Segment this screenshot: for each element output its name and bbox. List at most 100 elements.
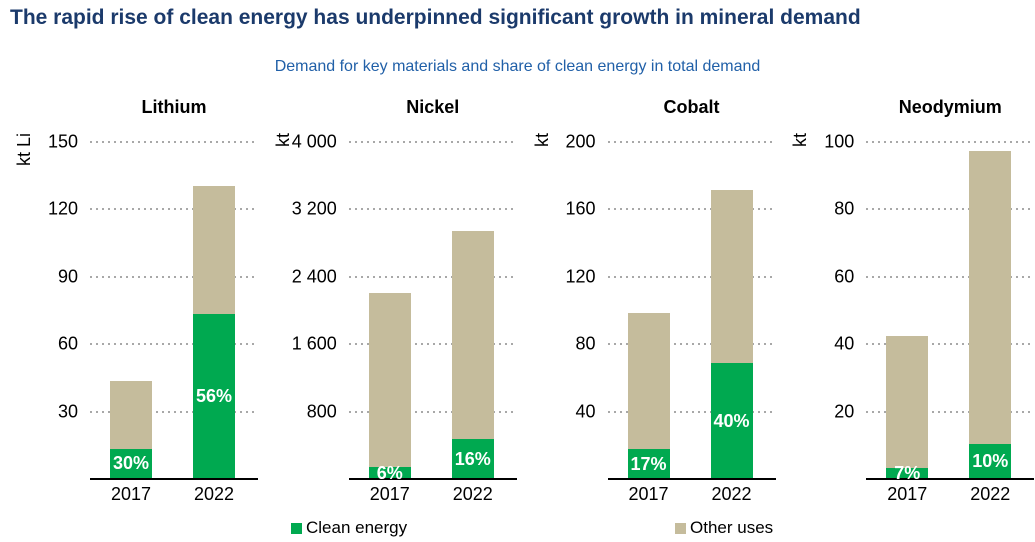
- y-axis-tick-label: 90: [57, 266, 78, 287]
- y-axis-tick-label: 40: [834, 333, 855, 354]
- plot-area: 30% 56%: [90, 141, 258, 480]
- chart-title: Lithium: [141, 97, 207, 117]
- other-uses-segment: [193, 185, 235, 314]
- y-axis-tick-label: 80: [834, 198, 855, 219]
- legend-item-other-uses: Other uses: [675, 518, 773, 538]
- other-uses-swatch-icon: [675, 522, 686, 534]
- gridline: [348, 343, 517, 346]
- chart-title: Nickel: [406, 97, 460, 117]
- chart-panel: Cobalt kt 17% 40% 40 80 120 160 200 2017 2022: [518, 95, 777, 505]
- plot-area: 17% 40%: [607, 141, 776, 480]
- y-axis-tick-label: 3 200: [291, 198, 337, 219]
- clean-energy-segment: 56%: [193, 314, 235, 478]
- gridline: [348, 208, 517, 211]
- y-axis-tick-label: 150: [47, 131, 78, 152]
- y-axis-tick-label: 120: [47, 198, 78, 219]
- chart-subtitle: Demand for key materials and share of cl…: [274, 58, 761, 75]
- legend-item-clean-energy: Clean energy: [291, 518, 407, 538]
- chart-panel: Neodymium kt 7% 10% 20 40 60 80 100 2017 2022: [776, 95, 1035, 505]
- clean-energy-segment: 17%: [627, 449, 670, 478]
- gridline: [90, 141, 258, 143]
- y-axis-tick-label: 800: [306, 401, 337, 422]
- x-axis-category-label: 2017: [887, 484, 928, 504]
- y-axis-tick-label: 1 600: [291, 333, 337, 354]
- bar-cobalt-2022: 40%: [710, 189, 753, 478]
- clean-energy-segment: 7%: [886, 464, 929, 482]
- plot-area: 6% 16%: [348, 141, 517, 482]
- clean-energy-segment: 30%: [110, 448, 152, 478]
- clean-energy-share-label: 6%: [376, 462, 403, 483]
- x-axis-category-label: 2022: [970, 484, 1011, 504]
- chart-title: Cobalt: [663, 97, 720, 117]
- other-uses-segment: [627, 312, 670, 450]
- gridline: [90, 343, 258, 346]
- gridline: [348, 410, 517, 413]
- chart-title: Neodymium: [898, 97, 1002, 117]
- legend-label: Other uses: [690, 518, 774, 537]
- gridline: [90, 410, 258, 413]
- other-uses-segment: [451, 231, 494, 440]
- gridline: [607, 275, 776, 278]
- x-axis-category-label: 2017: [628, 484, 669, 504]
- gridline: [607, 141, 776, 143]
- gridline: [607, 208, 776, 211]
- legend-label: Clean energy: [306, 518, 408, 537]
- chart-panel: Nickel kt 6% 16% 800 1 600 2 400 3 200 4 000 2…: [259, 95, 518, 505]
- gridline: [90, 208, 258, 211]
- clean-energy-segment: 10%: [969, 444, 1012, 478]
- gridline: [866, 208, 1035, 211]
- bar-nickel-2017: 6%: [368, 292, 411, 482]
- plot-area: 7% 10%: [866, 141, 1035, 482]
- clean-energy-share-label: 7%: [894, 462, 921, 483]
- y-axis-tick-label: 2 400: [291, 266, 337, 287]
- clean-energy-swatch-icon: [291, 522, 302, 534]
- gridline: [866, 141, 1035, 143]
- gridline: [866, 275, 1035, 278]
- clean-energy-share-label: 30%: [112, 453, 150, 474]
- clean-energy-share-label: 17%: [630, 453, 667, 474]
- y-axis-tick-label: 60: [57, 333, 78, 354]
- other-uses-segment: [886, 336, 929, 468]
- chart-panel: Lithium kt Li 30% 56% 30 60 90 120 150 2017 202…: [0, 95, 259, 505]
- page-title: The rapid rise of clean energy has under…: [10, 6, 861, 29]
- y-axis-tick-label: 60: [834, 266, 855, 287]
- x-axis-category-label: 2017: [110, 484, 152, 504]
- x-axis-category-label: 2022: [711, 484, 752, 504]
- clean-energy-segment: 16%: [451, 439, 494, 478]
- gridline: [348, 275, 517, 278]
- y-axis-tick-label: 30: [57, 401, 78, 422]
- bar-cobalt-2017: 17%: [627, 312, 670, 478]
- y-axis-tick-label: 40: [575, 401, 596, 422]
- gridline: [90, 275, 258, 278]
- x-axis-category-label: 2017: [369, 484, 410, 504]
- other-uses-segment: [110, 381, 152, 449]
- bar-neodymium-2022: 10%: [969, 151, 1012, 478]
- other-uses-segment: [710, 189, 753, 364]
- clean-energy-share-label: 16%: [454, 448, 491, 469]
- y-axis-tick-label: 80: [575, 333, 596, 354]
- gridline: [607, 410, 776, 413]
- bar-neodymium-2017: 7%: [886, 336, 929, 482]
- clean-energy-segment: 6%: [368, 464, 411, 482]
- y-axis-tick-label: 100: [824, 131, 855, 152]
- gridline: [348, 141, 517, 143]
- clean-energy-share-label: 56%: [195, 386, 233, 406]
- y-axis-tick-label: 4 000: [291, 131, 337, 152]
- gridline: [607, 343, 776, 346]
- x-axis-category-label: 2022: [452, 484, 493, 504]
- gridline: [866, 410, 1035, 413]
- charts-row: Lithium kt Li 30% 56% 30 60 90 120 150 2017 202…: [0, 95, 1035, 505]
- other-uses-segment: [969, 151, 1012, 445]
- clean-energy-share-label: 10%: [972, 451, 1009, 472]
- y-axis-tick-label: 160: [565, 198, 596, 219]
- y-axis-tick-label: 20: [834, 401, 855, 422]
- clean-energy-share-label: 40%: [713, 410, 750, 431]
- bar-lithium-2022: 56%: [193, 185, 235, 478]
- bar-nickel-2022: 16%: [451, 231, 494, 478]
- y-axis-tick-label: 120: [565, 266, 596, 287]
- bar-lithium-2017: 30%: [110, 381, 152, 478]
- y-axis-tick-label: 200: [565, 131, 596, 152]
- other-uses-segment: [368, 292, 411, 468]
- x-axis-category-label: 2022: [193, 484, 235, 504]
